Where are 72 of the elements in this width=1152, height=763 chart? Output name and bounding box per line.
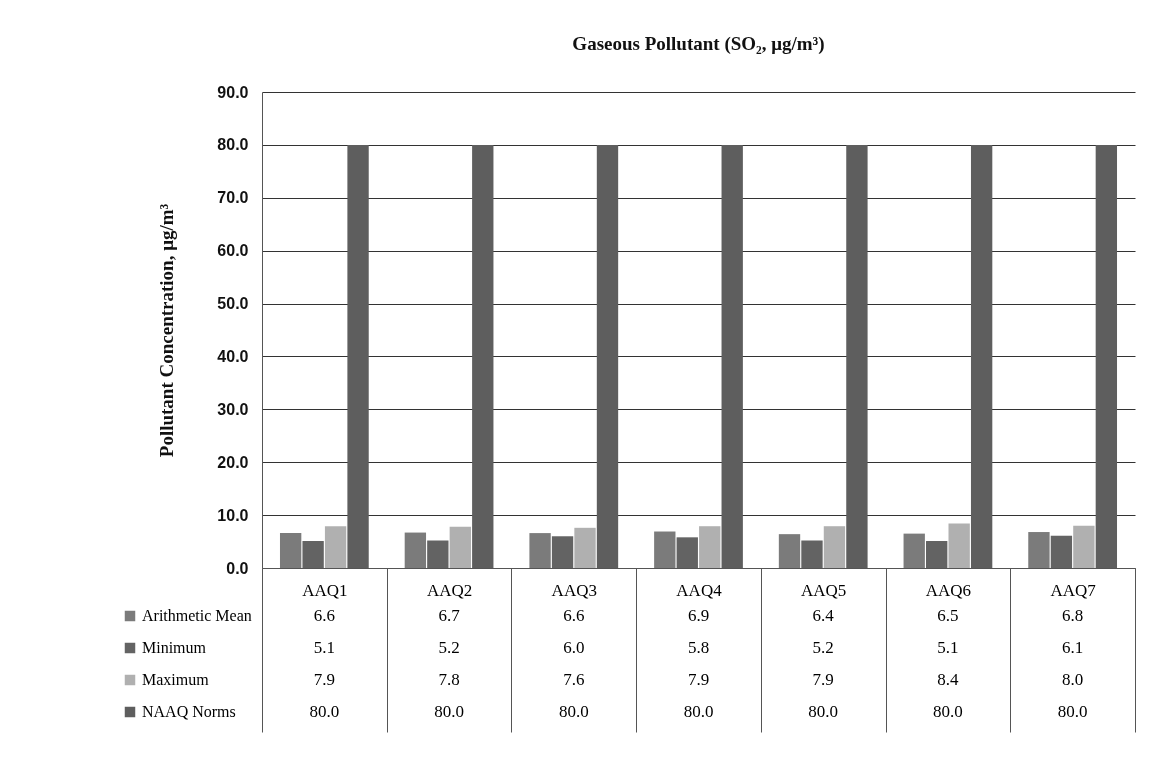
bar (449, 526, 471, 568)
bar (1073, 525, 1095, 568)
data-label: 80.0 (808, 702, 839, 721)
y-tick-label: 20.0 (217, 453, 249, 471)
data-label: 80.0 (1057, 702, 1088, 721)
data-label: 80.0 (309, 702, 340, 721)
bar (801, 540, 823, 568)
data-label: 6.7 (438, 606, 461, 625)
data-label: 5.2 (812, 638, 834, 657)
x-tick-label: AAQ5 (801, 580, 847, 600)
data-label: 80.0 (558, 702, 589, 721)
y-tick-label: 0.0 (226, 559, 249, 577)
bar (302, 541, 324, 568)
bar (427, 540, 449, 568)
data-label: 8.0 (1062, 670, 1084, 689)
data-label: 5.2 (438, 638, 460, 657)
data-label: 6.0 (563, 638, 585, 657)
bar (778, 534, 801, 568)
bar (1050, 535, 1073, 568)
x-tick-label: AAQ3 (551, 580, 597, 600)
data-label: 6.5 (937, 606, 959, 625)
y-tick-label: 40.0 (217, 347, 249, 365)
y-tick-label: 70.0 (217, 189, 249, 207)
bar (404, 532, 427, 568)
y-tick-label: 60.0 (217, 242, 249, 260)
data-label: 7.6 (563, 670, 585, 689)
bar (574, 527, 596, 568)
y-tick-label: 50.0 (217, 295, 249, 313)
data-label: 80.0 (434, 702, 464, 721)
bar (699, 526, 721, 568)
bar (324, 526, 347, 568)
data-label: 5.8 (687, 638, 710, 657)
x-tick-label: AAQ7 (1050, 580, 1097, 600)
bar (948, 523, 970, 568)
data-label: 8.4 (937, 670, 960, 689)
data-label: 6.8 (1062, 606, 1084, 625)
x-tick-label: AAQ1 (302, 580, 348, 600)
data-label: 6.1 (1062, 638, 1084, 657)
legend-label: NAAQ Norms (142, 703, 236, 720)
bar (279, 533, 302, 568)
x-tick-label: AAQ2 (426, 580, 473, 600)
chart-title: Gaseous Pollutant (SO₂, μg/m³) (572, 33, 825, 55)
x-tick-label: AAQ6 (925, 580, 972, 600)
data-label: 7.9 (313, 670, 335, 689)
data-label: 80.0 (683, 702, 714, 721)
y-tick-label: 30.0 (217, 400, 249, 418)
legend-label: Minimum (142, 639, 207, 656)
data-label: 7.8 (438, 670, 460, 689)
data-label: 7.9 (812, 670, 834, 689)
data-label: 7.9 (687, 670, 710, 689)
bar (654, 531, 676, 568)
data-label: 6.6 (313, 606, 335, 625)
data-label: 6.4 (812, 606, 835, 625)
y-tick-label: 90.0 (217, 83, 249, 101)
bar (529, 533, 551, 568)
data-label: 5.1 (937, 638, 959, 657)
bar (926, 541, 948, 568)
legend-label: Arithmetic Mean (142, 607, 252, 624)
bar (903, 533, 925, 568)
y-tick-label: 10.0 (217, 506, 249, 524)
data-label: 6.6 (563, 606, 585, 625)
y-tick-label: 80.0 (217, 136, 249, 154)
x-tick-label: AAQ4 (676, 580, 723, 600)
y-axis-title: Pollutant Concentration, μg/m³ (156, 203, 178, 458)
bar (676, 537, 698, 568)
data-label: 5.1 (313, 638, 335, 657)
legend-label: Maximum (142, 671, 210, 688)
data-label: 80.0 (933, 702, 963, 721)
bar (1028, 532, 1050, 568)
bar (823, 526, 846, 568)
data-label: 6.9 (687, 606, 710, 625)
bar (551, 536, 574, 568)
